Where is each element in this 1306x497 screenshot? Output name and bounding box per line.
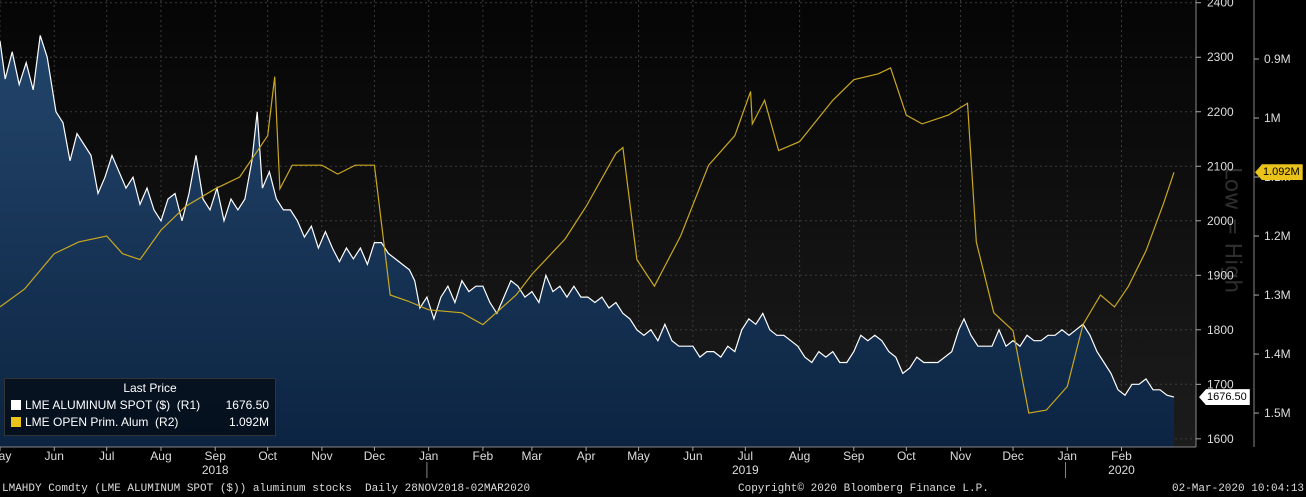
r1-tick-label: 2100 xyxy=(1207,159,1234,173)
x-tick-label: May xyxy=(627,449,650,463)
legend-value-spot: 1676.50 xyxy=(225,397,269,412)
stock-last-value-tag: 1.092M xyxy=(1255,164,1303,181)
x-tick-label: Dec xyxy=(1002,449,1023,463)
legend-value-stock: 1.092M xyxy=(228,414,269,429)
r2-tick-label: 1.5M xyxy=(1264,406,1291,420)
r1-tick-label: 1600 xyxy=(1207,432,1234,446)
legend-label-spot: LME ALUMINUM SPOT ($) (R1) xyxy=(25,397,201,412)
r1-tick-label: 2000 xyxy=(1207,214,1234,228)
r2-tick-label: 1.2M xyxy=(1264,229,1291,243)
year-label: 2020 xyxy=(1108,463,1135,477)
x-tick-label: Feb xyxy=(473,449,494,463)
footer: LMAHDY Comdty (LME ALUMINUM SPOT ($)) al… xyxy=(0,481,1306,497)
x-tick-label: Aug xyxy=(150,449,171,463)
spot-price-area xyxy=(0,35,1174,448)
year-label: 2019 xyxy=(732,463,759,477)
aluminum-stock-line xyxy=(0,67,1175,414)
x-tick-label: Mar xyxy=(522,449,543,463)
inverted-axis-note: Low = High xyxy=(1219,166,1245,294)
x-tick-label: Sep xyxy=(843,449,865,463)
footer-ticker-info: LMAHDY Comdty (LME ALUMINUM SPOT ($)) al… xyxy=(2,483,531,495)
x-tick-label: Oct xyxy=(258,449,277,463)
legend-row-spot: LME ALUMINUM SPOT ($) (R1) 1676.50 xyxy=(11,396,269,413)
r2-tick-label: 1.3M xyxy=(1264,288,1291,302)
footer-copyright: Copyright© 2020 Bloomberg Finance L.P. xyxy=(738,483,989,495)
r1-tick-label: 2300 xyxy=(1207,50,1234,64)
footer-timestamp: 02-Mar-2020 10:04:13 xyxy=(1172,483,1305,495)
x-axis: May Jun Jul Aug Sep Oct Nov Dec Jan Feb Mar Apr May J… xyxy=(0,447,1135,478)
r2-tick-label: 1M xyxy=(1264,111,1281,125)
legend-label-stock: LME OPEN Prim. Alum (R2) xyxy=(25,414,179,429)
r1-tick-label: 1700 xyxy=(1207,377,1234,391)
x-tick-label: Aug xyxy=(789,449,810,463)
r1-tick-label: 2400 xyxy=(1207,0,1234,10)
r1-tick-label: 1900 xyxy=(1207,268,1234,282)
x-tick-label: Jul xyxy=(99,449,114,463)
x-tick-label: Oct xyxy=(897,449,916,463)
x-tick-label: Jan xyxy=(419,449,438,463)
x-tick-label: Nov xyxy=(311,449,332,463)
x-tick-label: Apr xyxy=(577,449,596,463)
year-label: 2018 xyxy=(202,463,229,477)
x-tick-label: Jun xyxy=(683,449,702,463)
spot-swatch xyxy=(11,399,21,410)
r1-tick-label: 1800 xyxy=(1207,323,1234,337)
r1-axis: 1600 1700 1800 1900 2000 2100 2200 2300 2400 xyxy=(1196,0,1234,446)
spot-last-price-tag: 1676.50 xyxy=(1199,389,1250,406)
spot-price-line xyxy=(0,35,1175,398)
legend: Last Price LME ALUMINUM SPOT ($) (R1) 16… xyxy=(4,378,276,436)
x-tick-label: Dec xyxy=(364,449,385,463)
legend-row-stock: LME OPEN Prim. Alum (R2) 1.092M xyxy=(11,413,269,430)
legend-title: Last Price xyxy=(123,381,177,395)
x-tick-label: May xyxy=(0,449,11,463)
r2-tick-label: 1.4M xyxy=(1264,347,1291,361)
stock-swatch xyxy=(11,416,21,427)
x-tick-label: Jan xyxy=(1058,449,1077,463)
x-tick-label: Nov xyxy=(950,449,971,463)
x-tick-label: Sep xyxy=(205,449,227,463)
x-tick-label: Jul xyxy=(738,449,753,463)
x-tick-label: Feb xyxy=(1111,449,1132,463)
x-tick-label: Jun xyxy=(45,449,64,463)
r2-tick-label: 0.9M xyxy=(1264,52,1291,66)
r1-tick-label: 2200 xyxy=(1207,105,1234,119)
